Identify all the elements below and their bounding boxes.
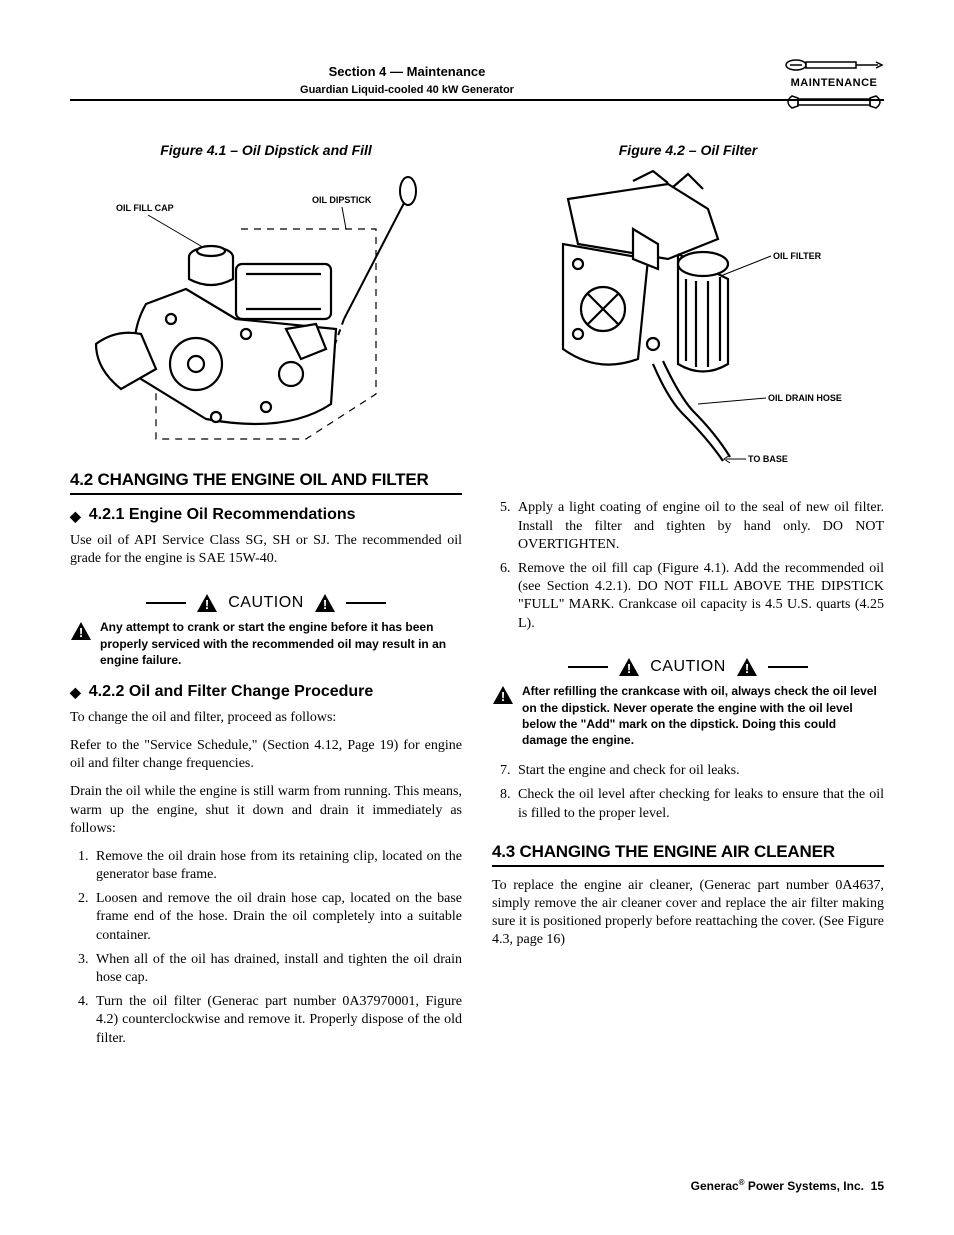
warning-triangle-icon: ! [736,657,758,677]
oil-filter-diagram: OIL FILTER OIL DRAIN HOSE TO BASE [508,169,868,479]
caution-2-body: ! After refilling the crankcase with oil… [492,683,884,748]
figure-4-2: OIL FILTER OIL DRAIN HOSE TO BASE [492,169,884,479]
page-header: Section 4 — Maintenance Guardian Liquid-… [70,60,884,101]
procedure-list-2: Apply a light coating of engine oil to t… [492,499,884,632]
air-cleaner-text: To replace the engine air cleaner, (Gene… [492,877,884,950]
caution-1-text: Any attempt to crank or start the engine… [100,619,462,668]
section-4-2-2-heading: 4.2.2 Oil and Filter Change Procedure [70,682,462,703]
section-4-2-1-text: 4.2.1 Engine Oil Recommendations [89,505,356,526]
warning-triangle-icon: ! [314,593,336,613]
warning-triangle-icon: ! [618,657,640,677]
footer-company: Generac [691,1179,739,1193]
figure-4-1: OIL FILL CAP OIL DIPSTICK [70,169,462,449]
figure-4-1-title: Figure 4.1 – Oil Dipstick and Fill [70,141,462,159]
header-subtitle: Guardian Liquid-cooled 40 kW Generator [70,83,744,97]
section-4-2-2-text: 4.2.2 Oil and Filter Change Procedure [89,682,374,703]
header-text-block: Section 4 — Maintenance Guardian Liquid-… [70,60,744,97]
warning-triangle-icon: ! [196,593,218,613]
proc-intro-1: To change the oil and filter, proceed as… [70,709,462,727]
svg-text:!: ! [205,597,209,612]
caution-line [146,602,186,604]
caution-line [568,666,608,668]
caution-bar-1: ! CAUTION ! [70,593,462,614]
caution-word: CAUTION [650,657,726,678]
figure-4-2-title: Figure 4.2 – Oil Filter [492,141,884,159]
warning-triangle-icon: ! [492,685,514,705]
step-2: Loosen and remove the oil drain hose cap… [92,890,462,945]
wrench-icon [784,92,884,112]
svg-text:!: ! [501,689,505,704]
content-columns: Figure 4.1 – Oil Dipstick and Fill OIL F… [70,141,884,1058]
caution-1-body: ! Any attempt to crank or start the engi… [70,619,462,668]
left-column: Figure 4.1 – Oil Dipstick and Fill OIL F… [70,141,462,1058]
svg-text:!: ! [627,661,631,676]
svg-text:!: ! [745,661,749,676]
caution-2-text: After refilling the crankcase with oil, … [522,683,884,748]
svg-text:!: ! [79,625,83,640]
step-8: Check the oil level after checking for l… [514,786,884,822]
caution-word: CAUTION [228,593,304,614]
svg-text:!: ! [323,597,327,612]
oil-dipstick-label: OIL DIPSTICK [312,195,372,205]
step-1: Remove the oil drain hose from its retai… [92,848,462,884]
caution-line [768,666,808,668]
section-4-2-1-heading: 4.2.1 Engine Oil Recommendations [70,505,462,526]
page-number: 15 [871,1179,884,1193]
oil-drain-hose-label: OIL DRAIN HOSE [768,393,842,403]
screwdriver-icon [784,56,884,74]
proc-intro-3: Drain the oil while the engine is still … [70,783,462,838]
step-6: Remove the oil fill cap (Figure 4.1). Ad… [514,560,884,633]
maintenance-badge: MAINTENANCE [784,56,884,112]
procedure-list-1: Remove the oil drain hose from its retai… [70,848,462,1048]
oil-filter-label: OIL FILTER [773,251,822,261]
procedure-list-3: Start the engine and check for oil leaks… [492,762,884,823]
page-footer: Generac® Power Systems, Inc. 15 [70,1178,884,1195]
warning-triangle-icon: ! [70,621,92,641]
oil-recommendation-text: Use oil of API Service Class SG, SH or S… [70,532,462,568]
caution-line [346,602,386,604]
section-4-3-heading: 4.3 CHANGING THE ENGINE AIR CLEANER [492,841,884,867]
step-7: Start the engine and check for oil leaks… [514,762,884,780]
maintenance-label: MAINTENANCE [791,76,878,90]
step-5: Apply a light coating of engine oil to t… [514,499,884,554]
right-column: Figure 4.2 – Oil Filter OIL FILTER OIL D… [492,141,884,1058]
oil-fill-cap-label: OIL FILL CAP [116,203,174,213]
step-4: Turn the oil filter (Generac part number… [92,993,462,1048]
to-base-label: TO BASE [748,454,788,464]
step-3: When all of the oil has drained, install… [92,951,462,987]
section-4-2-heading: 4.2 CHANGING THE ENGINE OIL AND FILTER [70,469,462,495]
caution-bar-2: ! CAUTION ! [492,657,884,678]
footer-suffix: Power Systems, Inc. [745,1179,864,1193]
proc-intro-2: Refer to the "Service Schedule," (Sectio… [70,737,462,773]
oil-dipstick-diagram: OIL FILL CAP OIL DIPSTICK [86,169,446,449]
section-label: Section 4 — Maintenance [70,64,744,81]
